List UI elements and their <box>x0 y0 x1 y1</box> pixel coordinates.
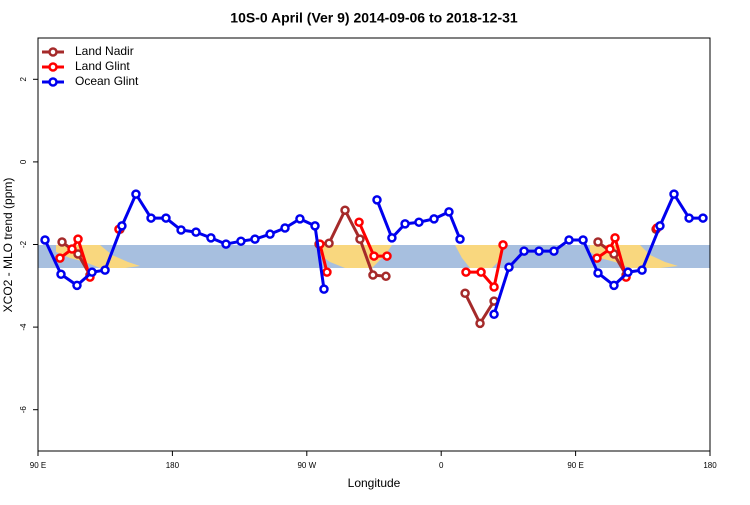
data-point <box>592 253 602 263</box>
data-point <box>605 244 615 254</box>
data-point <box>161 213 171 223</box>
y-tick-label: 2 <box>19 77 28 82</box>
data-point <box>87 267 97 277</box>
data-point <box>324 238 334 249</box>
data-point <box>504 262 514 272</box>
data-point <box>610 233 620 243</box>
legend-label: Ocean Glint <box>75 74 139 88</box>
legend-label: Land Nadir <box>75 44 134 58</box>
data-point <box>280 223 290 233</box>
series <box>40 189 708 320</box>
x-tick-label: 180 <box>166 461 180 470</box>
data-point <box>489 282 499 292</box>
legend-label: Land Glint <box>75 59 130 73</box>
data-point <box>669 189 679 199</box>
data-point <box>368 270 378 280</box>
data-point <box>698 213 708 223</box>
data-point <box>369 251 379 261</box>
data-point <box>475 318 485 329</box>
data-point <box>56 269 66 279</box>
data-point <box>382 251 392 261</box>
y-tick-label: 0 <box>19 159 28 164</box>
data-point <box>534 246 544 256</box>
data-point <box>387 233 397 243</box>
x-axis-label: Longitude <box>348 476 401 490</box>
data-point <box>310 221 320 231</box>
chart-title: 10S-0 April (Ver 9) 2014-09-06 to 2018-1… <box>230 10 518 26</box>
data-point <box>455 234 465 244</box>
land-patch <box>455 245 505 268</box>
data-point <box>372 195 382 205</box>
data-point <box>319 284 329 294</box>
data-point <box>623 267 633 277</box>
data-point <box>461 267 471 277</box>
data-point <box>564 235 574 245</box>
data-point <box>57 237 67 247</box>
data-point <box>444 207 454 217</box>
data-point <box>498 240 508 250</box>
data-point <box>221 239 231 249</box>
data-point <box>637 265 647 275</box>
data-point <box>578 235 588 245</box>
x-tick-label: 90 E <box>30 461 46 470</box>
data-point <box>72 280 82 291</box>
data-point <box>429 214 439 224</box>
data-point <box>55 253 65 263</box>
data-point <box>265 229 275 239</box>
data-point <box>146 213 156 223</box>
data-point <box>236 236 246 246</box>
data-point <box>295 214 305 224</box>
data-point <box>176 225 186 235</box>
data-point <box>593 268 603 278</box>
legend-swatch-marker <box>48 62 58 72</box>
data-point <box>67 244 77 254</box>
data-point <box>381 271 391 282</box>
data-point <box>414 217 424 227</box>
y-tick-label: -4 <box>19 323 28 331</box>
data-point <box>684 213 694 223</box>
y-tick-label: -6 <box>19 406 28 414</box>
y-axis-label: XCO2 - MLO trend (ppm) <box>1 178 15 313</box>
legend-swatch-marker <box>48 47 58 57</box>
data-point <box>117 221 127 231</box>
data-point <box>250 234 260 244</box>
data-point <box>191 227 201 237</box>
data-point <box>460 288 470 298</box>
legend-swatch-marker <box>48 77 58 87</box>
data-point <box>519 246 529 256</box>
data-point <box>206 233 216 243</box>
data-point <box>340 205 350 215</box>
data-point <box>609 280 619 291</box>
y-tick-label: -2 <box>19 240 28 248</box>
land-patch <box>318 245 392 268</box>
data-point <box>549 246 559 256</box>
data-point <box>73 234 83 244</box>
data-point <box>131 189 141 199</box>
x-tick-label: 180 <box>703 461 717 470</box>
data-point <box>655 221 665 231</box>
data-point <box>355 234 365 244</box>
x-tick-label: 90 W <box>297 461 316 470</box>
data-point <box>322 267 332 277</box>
data-point <box>489 309 499 320</box>
data-point <box>400 219 410 229</box>
data-point <box>476 267 486 277</box>
x-tick-label: 0 <box>439 461 444 470</box>
data-point <box>40 235 50 245</box>
data-point <box>354 217 364 227</box>
data-point <box>100 265 110 275</box>
data-point <box>593 237 603 247</box>
x-tick-label: 90 E <box>567 461 583 470</box>
